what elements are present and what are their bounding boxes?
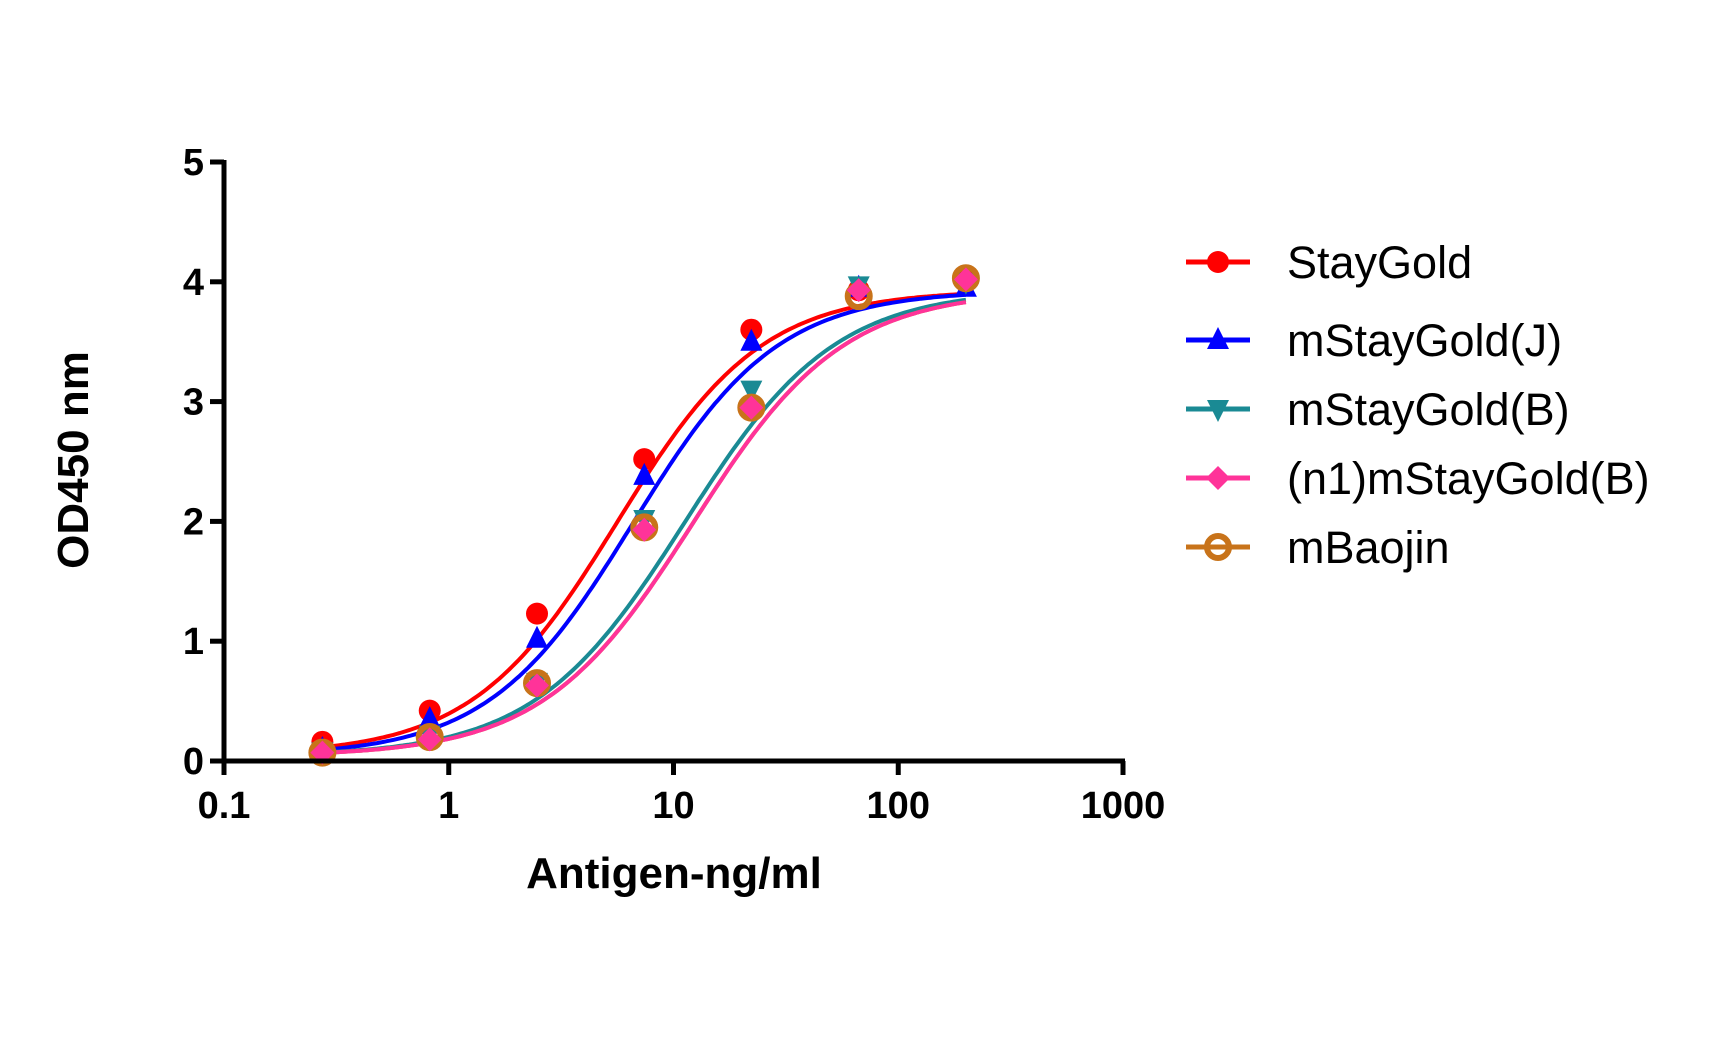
legend-label: mBaojin [1287, 522, 1450, 573]
diamond-marker [525, 673, 550, 698]
x-tick-label: 1 [438, 785, 459, 827]
legend-label: (n1)mStayGold(B) [1287, 453, 1650, 504]
x-tick-label: 1000 [1081, 785, 1166, 827]
y-tick-label: 3 [183, 382, 204, 424]
x-tick-label: 100 [867, 785, 930, 827]
y-axis-title: OD450 nm [49, 351, 98, 569]
circle-marker [1207, 251, 1229, 273]
triangle-down-marker [1207, 400, 1229, 422]
legend-item: mStayGold(J) [1186, 315, 1562, 366]
circle-marker [633, 448, 656, 471]
legend: StayGold mStayGold(J) mStayGold(B) (n1)mSta… [1186, 237, 1650, 573]
legend-label: mStayGold(B) [1287, 384, 1570, 435]
diamond-marker [846, 278, 871, 303]
legend-label: StayGold [1287, 237, 1472, 288]
y-tick-label: 5 [183, 142, 204, 184]
diamond-marker [632, 517, 657, 542]
legend-item: (n1)mStayGold(B) [1186, 453, 1650, 504]
x-tick-label: 0.1 [198, 785, 251, 827]
x-tick-label: 10 [652, 785, 694, 827]
axes: 0.1 1 10 100 1000 0 1 2 3 4 5 [183, 142, 1165, 827]
y-tick-label: 1 [183, 621, 204, 663]
legend-item: StayGold [1186, 237, 1472, 288]
triangle-up-marker [1207, 327, 1229, 349]
legend-item: mBaojin [1186, 522, 1450, 573]
triangle-down-marker [740, 380, 763, 403]
y-tick-label: 0 [183, 741, 204, 783]
circle-marker [526, 602, 549, 625]
triangle-up-marker [633, 462, 656, 485]
diamond-marker [739, 395, 764, 420]
triangle-up-marker [740, 328, 763, 351]
diamond-marker [953, 267, 978, 292]
diamond-marker [417, 727, 442, 752]
data-points [308, 264, 980, 767]
open-circle-marker [1204, 533, 1232, 561]
triangle-up-marker [526, 625, 549, 648]
legend-item: mStayGold(B) [1186, 384, 1570, 435]
legend-label: mStayGold(J) [1287, 315, 1562, 366]
diamond-marker [1206, 466, 1230, 490]
x-axis-title: Antigen-ng/ml [526, 849, 822, 898]
y-tick-label: 4 [183, 262, 204, 304]
triangle-up-marker [418, 706, 441, 729]
y-tick-label: 2 [183, 501, 204, 543]
